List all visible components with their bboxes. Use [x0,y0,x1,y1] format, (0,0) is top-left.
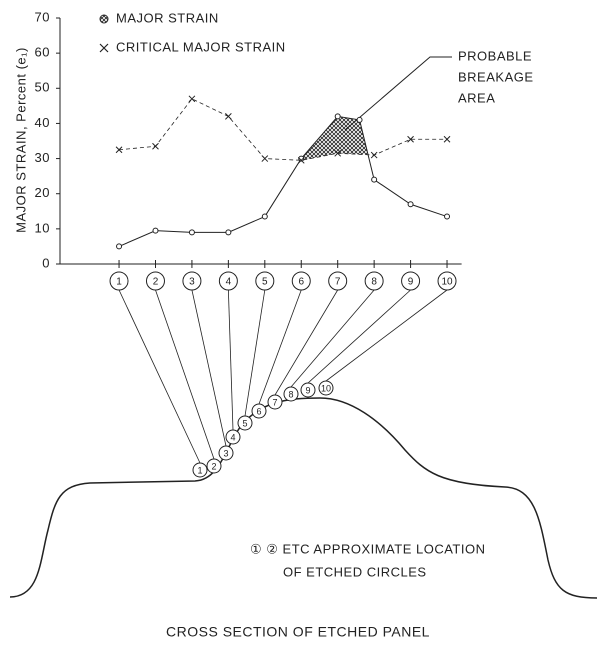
panel-circle-label: 10 [321,383,331,393]
x-tick-label: 8 [371,277,377,288]
point [335,114,340,119]
annotation: BREAKAGE [458,69,534,84]
y-tick-label: 40 [35,115,50,130]
point [189,96,195,102]
point [372,177,377,182]
panel-circle-label: 5 [242,418,247,428]
series-line [119,99,447,160]
y-tick-label: 0 [42,255,50,270]
annotation: AREA [458,90,495,105]
panel-circle-label: 9 [305,385,310,395]
caption: CROSS SECTION OF ETCHED PANEL [166,624,430,640]
point [117,244,122,249]
point [371,152,377,158]
point [225,113,231,119]
x-tick-label: 6 [298,277,304,288]
panel-circle-label: 6 [256,406,261,416]
leader-line [291,290,374,387]
y-tick-label: 50 [35,80,50,95]
x-tick-label: 3 [189,277,195,288]
panel-circle-label: 4 [230,432,235,442]
y-tick-label: 30 [35,150,50,165]
panel-circle-label: 7 [272,397,277,407]
point [189,230,194,235]
x-tick-label: 5 [262,277,268,288]
x-tick-label: 1 [116,277,122,288]
legend-marker [100,44,108,52]
figure: MAJOR STRAIN, Percent (e₁) MAJOR STRAIN … [0,0,597,648]
panel-circle-label: 8 [288,389,293,399]
note: ① ② ETC APPROXIMATE LOCATION [250,541,485,556]
point [153,228,158,233]
point [262,214,267,219]
point [226,230,231,235]
y-axis-label: MAJOR STRAIN, Percent (e₁) [13,47,28,233]
annotation: PROBABLE [458,48,532,63]
point [152,143,158,149]
point [408,202,413,207]
leader-line [119,290,200,463]
leader-line [308,290,411,383]
y-tick-label: 60 [35,45,50,60]
point [445,214,450,219]
x-tick-label: 10 [441,277,453,288]
legend-marker [100,15,108,23]
x-tick-label: 9 [408,277,414,288]
leader-line [228,290,233,430]
y-tick-label: 70 [35,9,50,24]
x-tick-label: 2 [153,277,159,288]
leader-line [326,290,447,381]
point [444,136,450,142]
point [262,156,268,162]
panel-circle-label: 2 [211,461,216,471]
leader-line [155,290,214,459]
panel-circle-label: 1 [197,465,202,475]
note: OF ETCHED CIRCLES [283,564,427,579]
y-tick-label: 10 [35,220,50,235]
legend-label: CRITICAL MAJOR STRAIN [116,39,286,54]
point [357,117,362,122]
panel-circle-label: 3 [223,448,228,458]
leader-line [192,290,226,446]
x-tick-label: 4 [226,277,232,288]
x-tick-label: 7 [335,277,341,288]
series-line [119,116,447,246]
legend-label: MAJOR STRAIN [116,10,219,25]
y-tick-label: 20 [35,185,50,200]
